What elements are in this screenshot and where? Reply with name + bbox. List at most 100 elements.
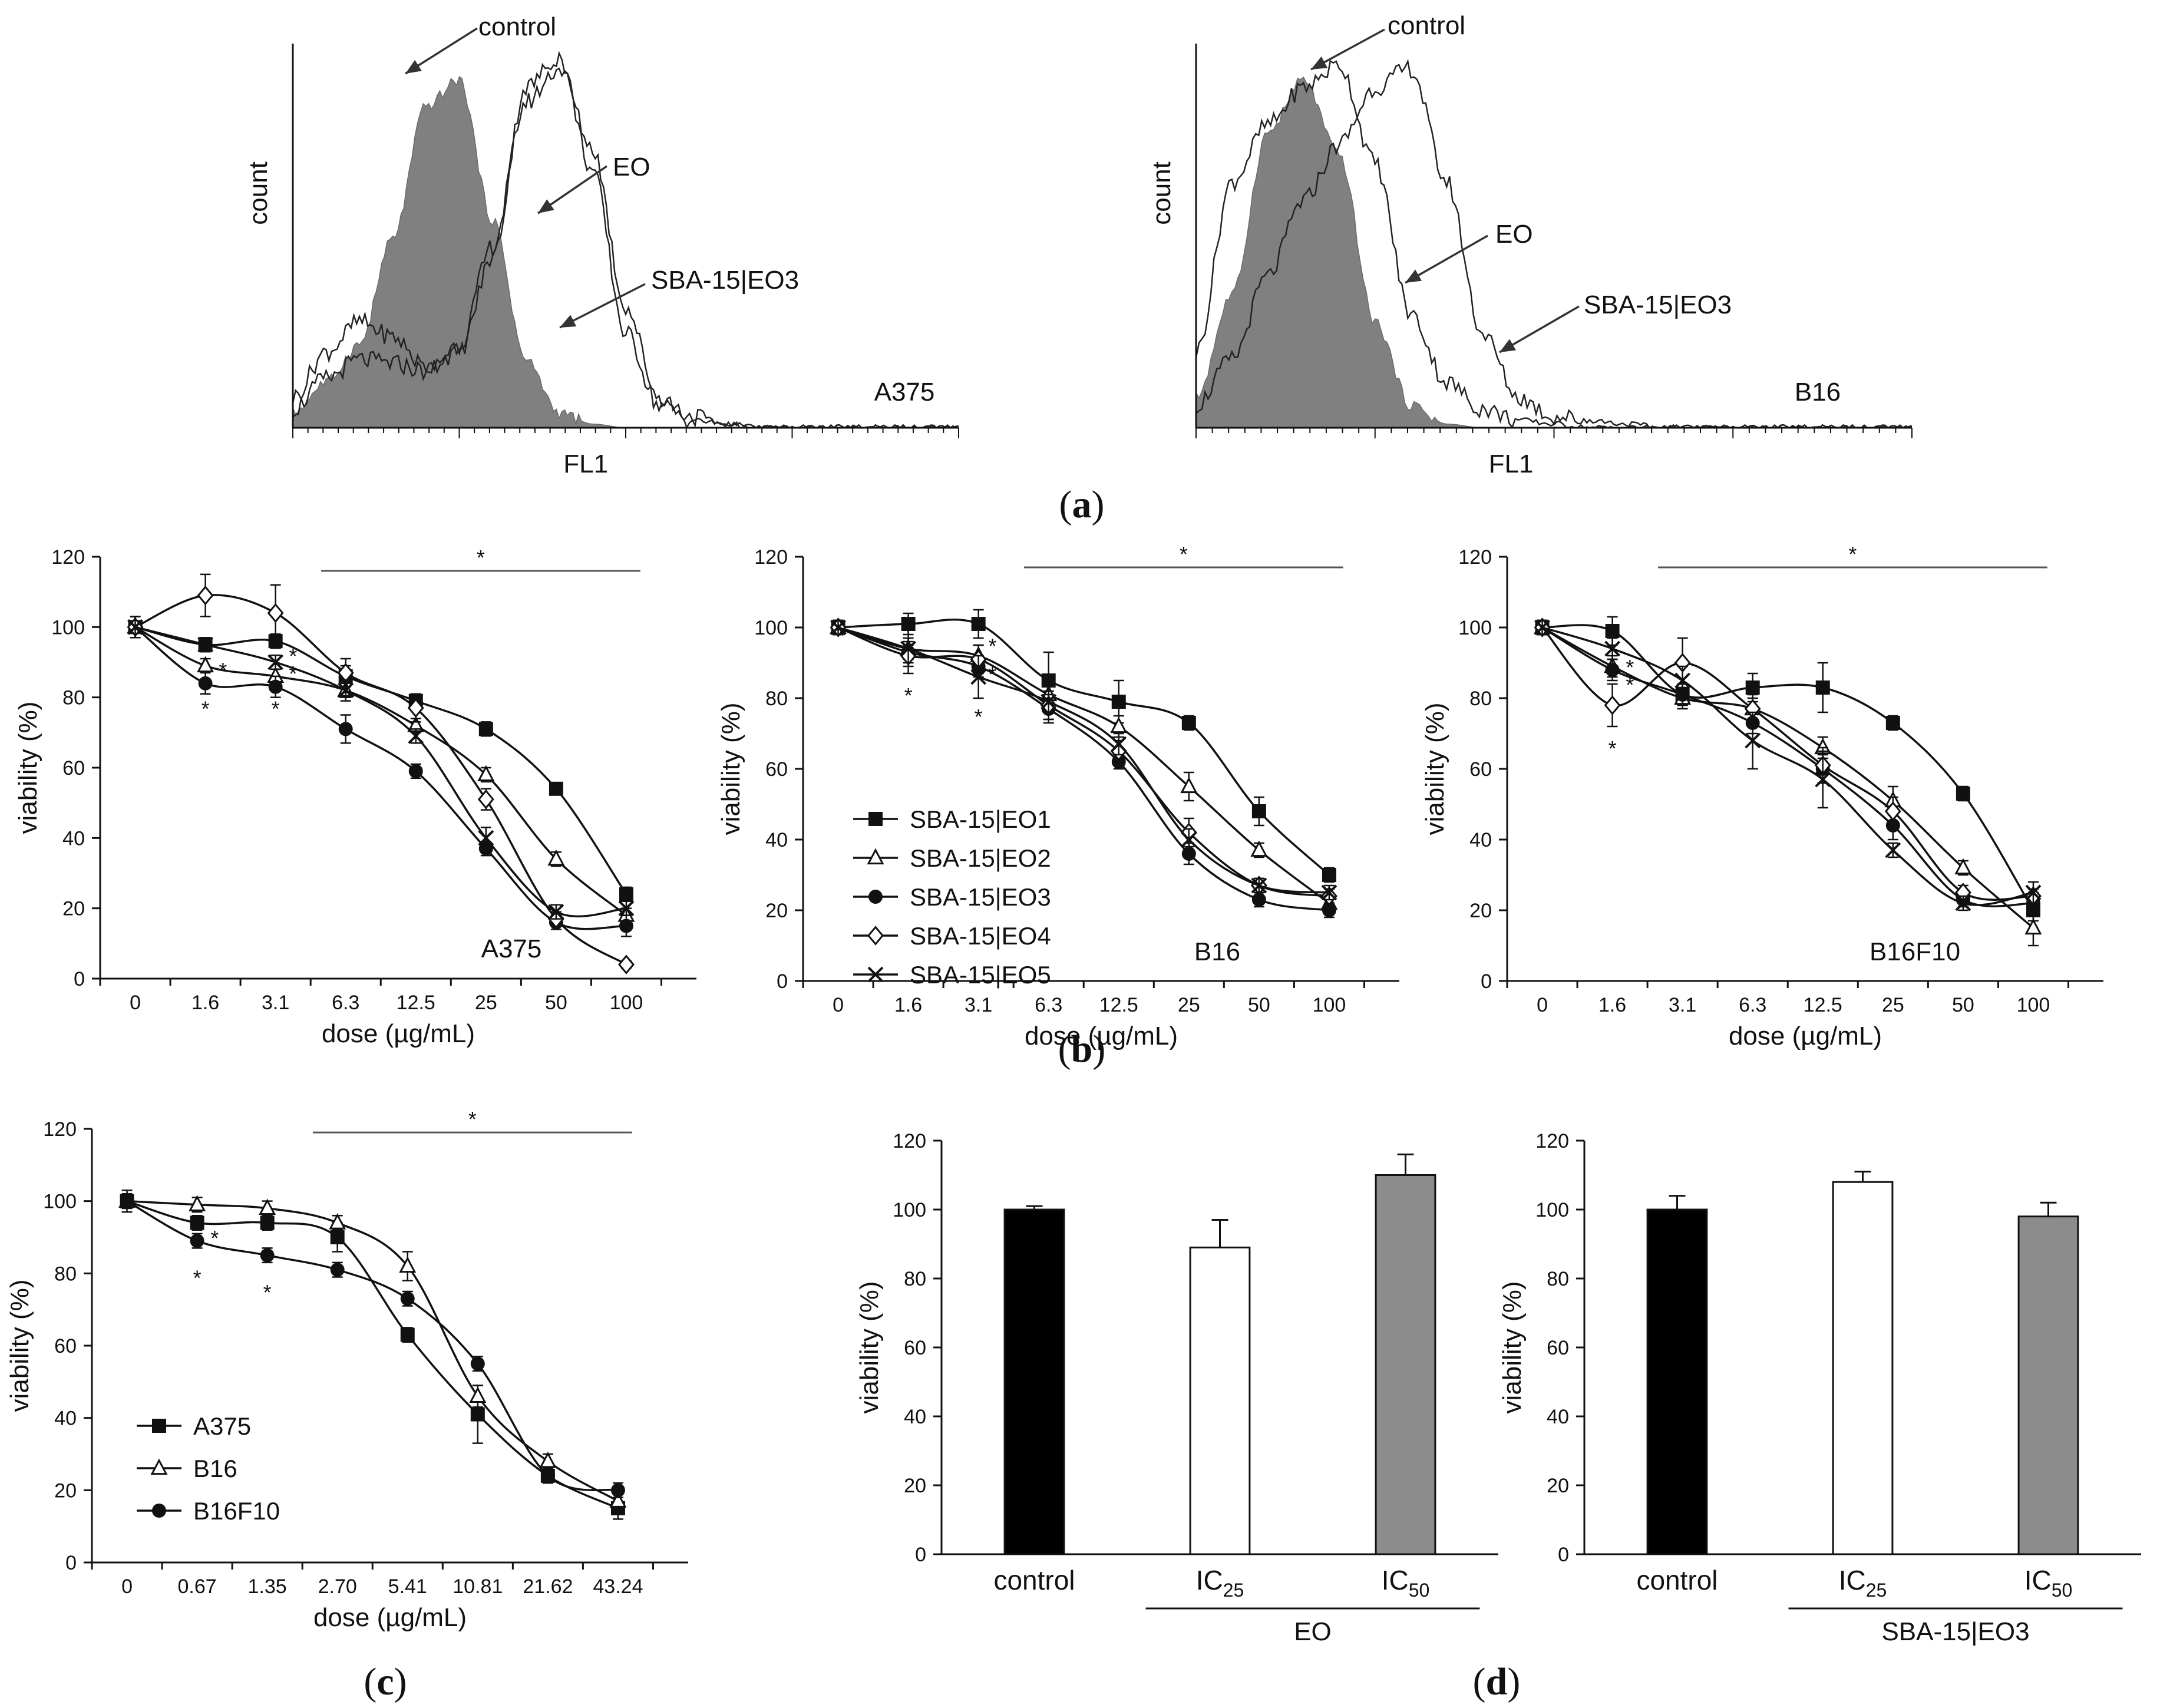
x-tick-label: 100 <box>610 992 643 1014</box>
significance-star: * <box>975 705 983 729</box>
legend-marker <box>868 890 883 904</box>
data-point <box>610 1483 625 1498</box>
histogram-line-SBA-15|EO3 <box>292 67 959 429</box>
line-chart-b-b16: 0 20 40 60 80 100 120 0 1.6 3.1 6.3 12.5 25 50 100 dose… <box>716 542 1399 1050</box>
data-point <box>1180 777 1198 794</box>
data-point <box>400 1327 415 1342</box>
legend-label: B16 <box>193 1455 237 1482</box>
error-bar <box>2040 1201 2057 1217</box>
y-axis-label: viability (%) <box>716 703 745 835</box>
significance-star: * <box>1626 673 1634 697</box>
category-label: IC25 <box>1196 1565 1244 1601</box>
significance-star: * <box>289 644 297 668</box>
data-point <box>330 1263 345 1277</box>
data-point <box>407 698 424 718</box>
annotation-label: control <box>1388 11 1465 40</box>
annotation-arrowhead <box>1405 269 1422 283</box>
x-tick-label: 0.67 <box>177 1575 216 1598</box>
annotation-arrowhead <box>538 199 554 213</box>
data-point <box>618 900 635 917</box>
x-tick-label: 25 <box>1882 994 1904 1016</box>
data-point <box>2024 918 2042 935</box>
annotation-arrowhead <box>1311 56 1328 70</box>
x-tick-label: 25 <box>1178 994 1200 1016</box>
y-tick-label: 80 <box>904 1268 926 1290</box>
x-tick-label: 1.35 <box>248 1575 287 1598</box>
x-tick-label: 50 <box>545 992 567 1014</box>
data-point <box>900 640 917 657</box>
significance-star: * <box>193 1266 202 1290</box>
bar-IC50 <box>2017 1215 2079 1555</box>
annotation-arrowhead <box>560 315 577 328</box>
group-label: EO <box>1294 1617 1332 1646</box>
category-label-main: IC <box>1839 1565 1866 1595</box>
bar-IC25 <box>1832 1181 1894 1555</box>
data-point <box>127 619 143 635</box>
y-axis-label: viability (%) <box>14 702 42 834</box>
data-point <box>478 830 494 846</box>
data-point <box>1041 693 1057 710</box>
x-tick-label: 1.6 <box>191 992 219 1014</box>
x-axis-label: dose (µg/mL) <box>1025 1022 1178 1050</box>
error-bar <box>1854 1171 1871 1182</box>
histogram-b16: FL1 count B16 control EO SBA-15|EO3 <box>1147 11 1913 478</box>
x-tick-label: 0 <box>1537 994 1548 1016</box>
error-bar <box>1026 1205 1043 1210</box>
histogram-title: A375 <box>874 378 935 407</box>
x-tick-label: 3.1 <box>965 994 992 1016</box>
y-tick-label: 0 <box>74 968 85 990</box>
series-line-SBA-15|EO5 <box>135 626 627 917</box>
significance-star: * <box>272 697 280 721</box>
error-bar <box>1211 1219 1228 1248</box>
category-label-main: control <box>1636 1565 1717 1595</box>
significance-star: * <box>263 1280 272 1304</box>
legend-marker <box>867 966 884 983</box>
y-tick-label: 120 <box>893 1130 926 1152</box>
data-point <box>971 617 986 631</box>
y-tick-label: 40 <box>62 827 85 850</box>
data-point <box>197 656 214 673</box>
line-chart-b-b16f10: 0 20 40 60 80 100 120 0 1.6 3.1 6.3 12.5 25 50 100 dose… <box>1421 542 2103 1050</box>
panel-label-d: (d) <box>1473 1660 1521 1703</box>
category-label: control <box>993 1565 1075 1595</box>
significance-star: * <box>904 683 913 708</box>
data-point <box>1745 732 1761 749</box>
data-point <box>830 619 846 636</box>
significance-star: * <box>988 662 996 686</box>
y-tick-label: 60 <box>62 757 85 779</box>
data-point <box>408 728 424 744</box>
data-point <box>338 722 353 736</box>
y-tick-label: 100 <box>51 616 85 639</box>
y-tick-label: 60 <box>904 1337 926 1359</box>
y-tick-label: 80 <box>62 687 85 709</box>
data-point <box>1534 619 1550 636</box>
y-tick-label: 60 <box>54 1335 77 1357</box>
data-point <box>1674 672 1691 689</box>
y-tick-label: 0 <box>915 1544 926 1566</box>
data-point <box>1885 842 1901 858</box>
legend-marker <box>867 926 884 946</box>
data-point <box>189 1195 206 1211</box>
data-point <box>477 765 495 782</box>
x-tick-label: 2.70 <box>318 1575 357 1598</box>
y-axis-label: viability (%) <box>1498 1281 1527 1414</box>
x-tick-label: 12.5 <box>1099 994 1138 1016</box>
data-point <box>1884 801 1901 821</box>
significance-star: * <box>289 662 297 686</box>
category-label-sub: 25 <box>1866 1580 1887 1601</box>
y-tick-label: 60 <box>1469 758 1492 781</box>
y-tick-label: 20 <box>62 898 85 920</box>
annotation-arrow <box>559 283 646 329</box>
annotation-arrow <box>1405 234 1488 284</box>
y-tick-label: 100 <box>1535 1199 1569 1221</box>
y-tick-label: 20 <box>1547 1475 1569 1497</box>
y-tick-label: 40 <box>904 1406 926 1428</box>
series-line-SBA-15|EO2 <box>134 626 627 916</box>
y-tick-label: 60 <box>765 758 788 781</box>
data-point <box>197 585 214 606</box>
x-tick-label: 6.3 <box>1739 994 1766 1016</box>
y-tick-label: 40 <box>1547 1406 1569 1428</box>
x-tick-label: 6.3 <box>1035 994 1062 1016</box>
data-point <box>267 603 284 623</box>
category-label-sub: 50 <box>1409 1580 1430 1601</box>
